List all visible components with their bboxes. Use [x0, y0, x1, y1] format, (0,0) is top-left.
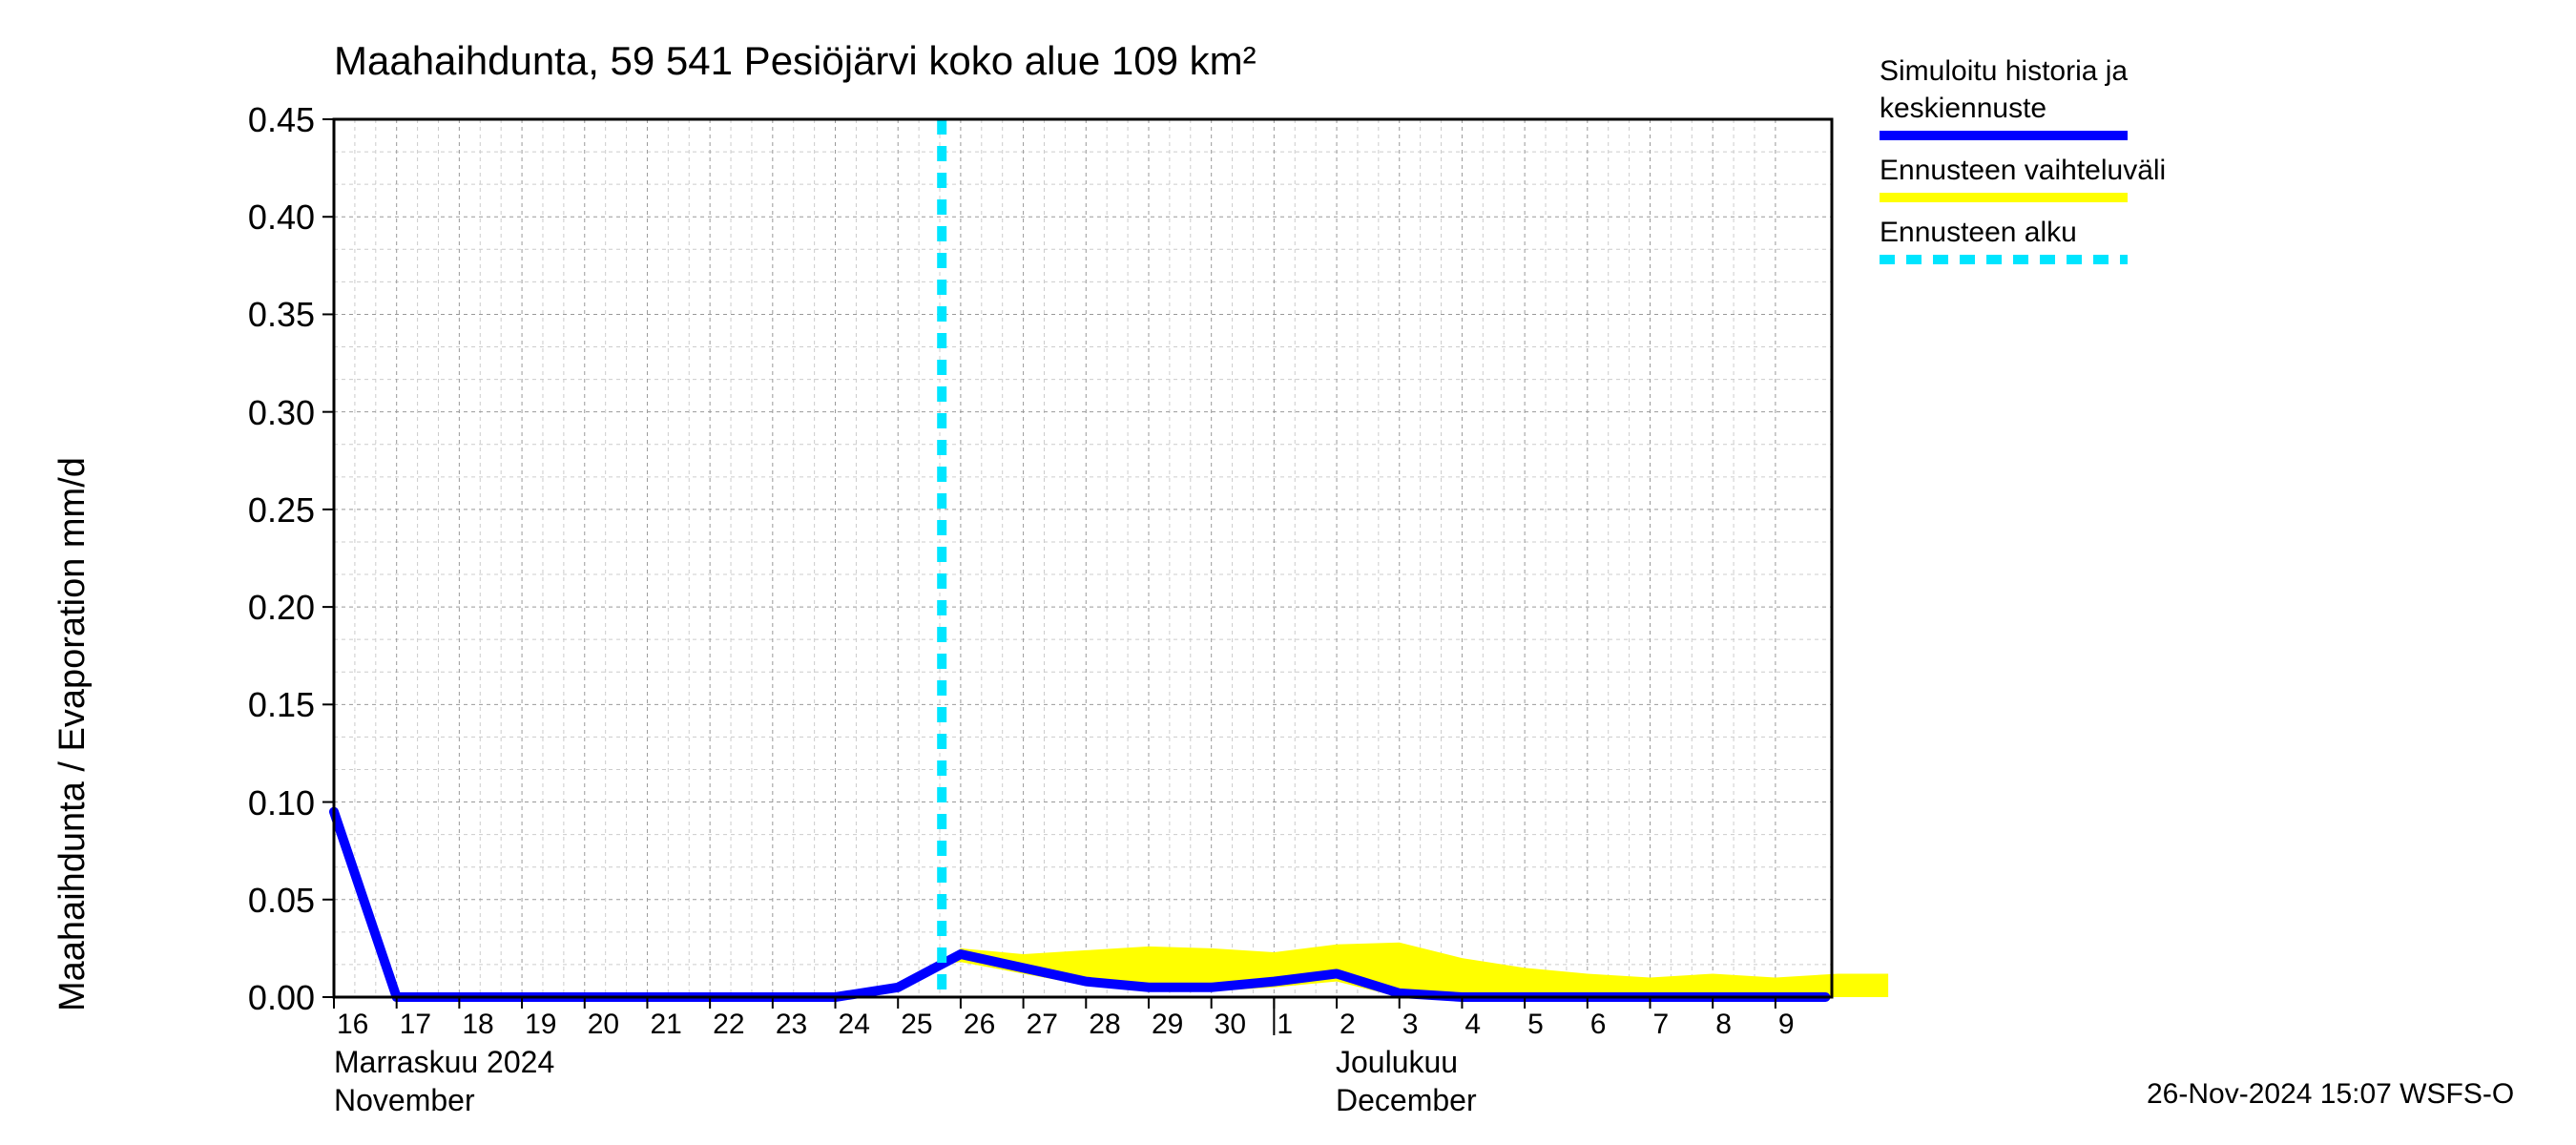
x-tick-label: 24	[839, 1009, 870, 1041]
footer-timestamp: 26-Nov-2024 15:07 WSFS-O	[2147, 1078, 2514, 1111]
legend-item: Ennusteen vaihteluväli	[1880, 152, 2166, 202]
legend-label: keskiennuste	[1880, 90, 2166, 127]
month-label-nov-fi: Marraskuu 2024	[334, 1045, 554, 1080]
x-tick-label: 2	[1340, 1009, 1356, 1041]
x-tick-label: 27	[1027, 1009, 1058, 1041]
x-tick-label: 8	[1715, 1009, 1732, 1041]
chart-title: Maahaihdunta, 59 541 Pesiöjärvi koko alu…	[334, 38, 1257, 84]
legend-label: Simuloitu historia ja	[1880, 52, 2166, 90]
month-label-nov-en: November	[334, 1083, 475, 1118]
x-tick-label: 28	[1089, 1009, 1120, 1041]
x-tick-label: 21	[650, 1009, 681, 1041]
y-tick-label: 0.15	[219, 685, 315, 725]
x-tick-label: 16	[337, 1009, 368, 1041]
month-label-dec-en: December	[1336, 1083, 1477, 1118]
x-tick-label: 5	[1527, 1009, 1544, 1041]
y-tick-label: 0.00	[219, 978, 315, 1018]
x-tick-label: 23	[776, 1009, 807, 1041]
month-label-dec-fi: Joulukuu	[1336, 1045, 1458, 1080]
x-tick-label: 20	[588, 1009, 619, 1041]
x-tick-label: 26	[964, 1009, 995, 1041]
x-tick-label: 30	[1215, 1009, 1246, 1041]
x-tick-label: 22	[713, 1009, 744, 1041]
x-tick-label: 17	[400, 1009, 431, 1041]
y-tick-label: 0.10	[219, 783, 315, 823]
x-tick-label: 3	[1402, 1009, 1419, 1041]
legend-swatch	[1880, 193, 2128, 202]
x-tick-label: 4	[1465, 1009, 1481, 1041]
legend: Simuloitu historia jakeskiennuste Ennuste…	[1880, 52, 2166, 276]
y-tick-label: 0.20	[219, 588, 315, 628]
legend-swatch	[1880, 255, 2128, 264]
x-tick-label: 9	[1778, 1009, 1795, 1041]
x-tick-label: 18	[462, 1009, 493, 1041]
y-tick-label: 0.30	[219, 393, 315, 433]
legend-item: Simuloitu historia jakeskiennuste	[1880, 52, 2166, 140]
legend-item: Ennusteen alku	[1880, 214, 2166, 264]
legend-label: Ennusteen vaihteluväli	[1880, 152, 2166, 189]
y-axis-label: Maahaihdunta / Evaporation mm/d	[52, 457, 93, 1011]
chart-container: Maahaihdunta, 59 541 Pesiöjärvi koko alu…	[0, 0, 2576, 1145]
legend-label: Ennusteen alku	[1880, 214, 2166, 251]
x-tick-label: 29	[1152, 1009, 1183, 1041]
x-tick-label: 7	[1652, 1009, 1669, 1041]
y-tick-label: 0.35	[219, 295, 315, 335]
x-tick-label: 6	[1590, 1009, 1607, 1041]
y-tick-label: 0.25	[219, 490, 315, 531]
y-tick-label: 0.05	[219, 881, 315, 921]
x-tick-label: 19	[525, 1009, 556, 1041]
y-tick-label: 0.40	[219, 198, 315, 238]
x-tick-label: 25	[901, 1009, 932, 1041]
x-tick-label: 1	[1277, 1009, 1293, 1041]
legend-swatch	[1880, 131, 2128, 140]
y-tick-label: 0.45	[219, 100, 315, 140]
